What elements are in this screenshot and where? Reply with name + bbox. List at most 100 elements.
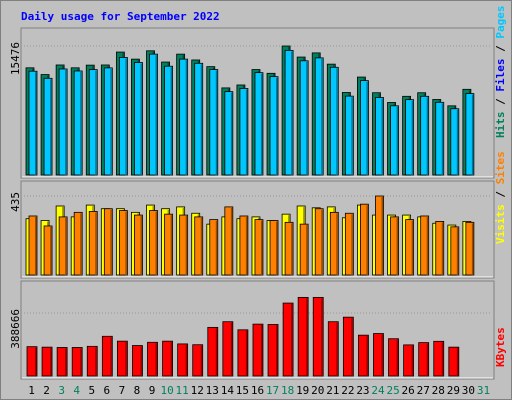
sites-bar-shade	[65, 217, 67, 275]
kbytes-bar-shade	[351, 318, 353, 376]
kbytes-bar-shade	[230, 322, 233, 376]
day-label: 2	[43, 384, 50, 397]
sites-bar-shade	[125, 211, 127, 275]
pages-bar-shade	[336, 68, 338, 175]
pages-bar-shade	[80, 71, 82, 175]
sites-bar	[269, 220, 279, 276]
kbytes-bar	[327, 321, 339, 377]
sites-bar	[149, 210, 158, 276]
kbytes-bar	[342, 316, 354, 377]
day-label: 21	[326, 384, 339, 397]
kbytes-bar	[56, 347, 68, 377]
kbytes-bar-shade	[50, 348, 52, 376]
pages-bar	[450, 108, 460, 176]
kbytes-bar-shade	[140, 346, 142, 376]
kbytes-bar-shade	[170, 342, 173, 376]
sites-bar	[344, 212, 354, 276]
pages-bar-shade	[95, 70, 97, 175]
kbytes-bar-shade	[155, 343, 158, 376]
kbytes-bar-shade	[95, 347, 97, 376]
pages-bar	[284, 49, 294, 176]
pages-bar-shade	[140, 63, 142, 175]
kbytes-bar	[147, 341, 158, 377]
panel-3-legend: KBytes	[494, 327, 507, 367]
sites-bar	[88, 211, 98, 276]
kbytes-bar	[388, 338, 399, 377]
sites-bar	[134, 214, 143, 276]
pages-bar-shade	[321, 58, 323, 175]
sites-bar-shade	[276, 221, 278, 275]
pages-bar-shade	[276, 77, 278, 175]
sites-bar-shade	[471, 223, 474, 275]
day-label: 25	[386, 384, 399, 397]
pages-bar-shade	[245, 89, 248, 175]
kbytes-bar-shade	[336, 322, 338, 376]
day-label: 22	[341, 384, 354, 397]
pages-bar	[254, 72, 264, 176]
sites-bar-shade	[351, 214, 353, 275]
pages-bar	[390, 105, 399, 176]
day-label: 19	[296, 384, 309, 397]
sites-bar-shade	[426, 216, 429, 275]
day-label: 15	[236, 384, 249, 397]
sites-bar	[360, 203, 369, 276]
kbytes-bar-shade	[65, 348, 67, 376]
sites-bar-shade	[155, 211, 158, 275]
kbytes-bar-shade	[35, 347, 37, 376]
kbytes-bar	[237, 329, 249, 377]
kbytes-bar	[41, 346, 53, 377]
pages-bar-shade	[35, 72, 37, 175]
pages-bar	[405, 99, 415, 176]
sites-bar	[329, 211, 339, 276]
pages-bar-shade	[441, 103, 444, 175]
kbytes-bar-shade	[200, 345, 203, 376]
kbytes-bar	[86, 345, 98, 377]
day-label: 7	[119, 384, 126, 397]
sites-bar	[465, 221, 475, 276]
day-label: 6	[104, 384, 111, 397]
day-label: 14	[221, 384, 235, 397]
day-label: 9	[149, 384, 156, 397]
sites-bar	[164, 213, 173, 276]
sites-bar-shade	[456, 227, 459, 275]
kbytes-bar	[71, 347, 83, 377]
pages-bar-shade	[351, 97, 353, 175]
pages-bar-shade	[366, 81, 368, 175]
sites-bar	[209, 219, 219, 276]
pages-bar-shade	[170, 67, 173, 175]
pages-bar-shade	[291, 51, 293, 175]
legend-entry: Visits	[494, 204, 507, 244]
sites-bar-shade	[336, 213, 338, 275]
pages-bar-shade	[426, 97, 429, 175]
sites-bar-shade	[200, 217, 203, 275]
pages-bar-shade	[50, 79, 52, 175]
pages-bar-shade	[381, 98, 383, 175]
pages-bar	[239, 88, 249, 176]
sites-bar	[375, 195, 384, 276]
day-label: 1	[28, 384, 35, 397]
sites-bar	[390, 216, 399, 276]
pages-bar	[28, 70, 38, 176]
pages-bar	[375, 97, 384, 176]
sites-bar-shade	[35, 216, 37, 275]
kbytes-bar-shade	[321, 298, 323, 376]
day-label: 12	[191, 384, 204, 397]
day-label: 10	[160, 384, 173, 397]
sites-bar-shade	[245, 216, 248, 275]
kbytes-bar-shade	[411, 345, 414, 376]
sites-bar-shade	[110, 209, 112, 275]
kbytes-bar-shade	[426, 343, 429, 376]
kbytes-bar-shade	[366, 336, 368, 376]
kbytes-bar-shade	[80, 348, 82, 376]
pages-bar	[465, 93, 475, 176]
sites-bar-shade	[185, 216, 188, 275]
day-label: 31	[477, 384, 490, 397]
kbytes-bar	[177, 343, 189, 377]
pages-bar	[209, 69, 219, 176]
pages-bar-shade	[155, 55, 158, 175]
kbytes-bar-shade	[215, 328, 218, 376]
legend-entry: Hits	[494, 112, 507, 139]
pages-bar	[179, 58, 189, 176]
sites-bar	[254, 219, 264, 276]
